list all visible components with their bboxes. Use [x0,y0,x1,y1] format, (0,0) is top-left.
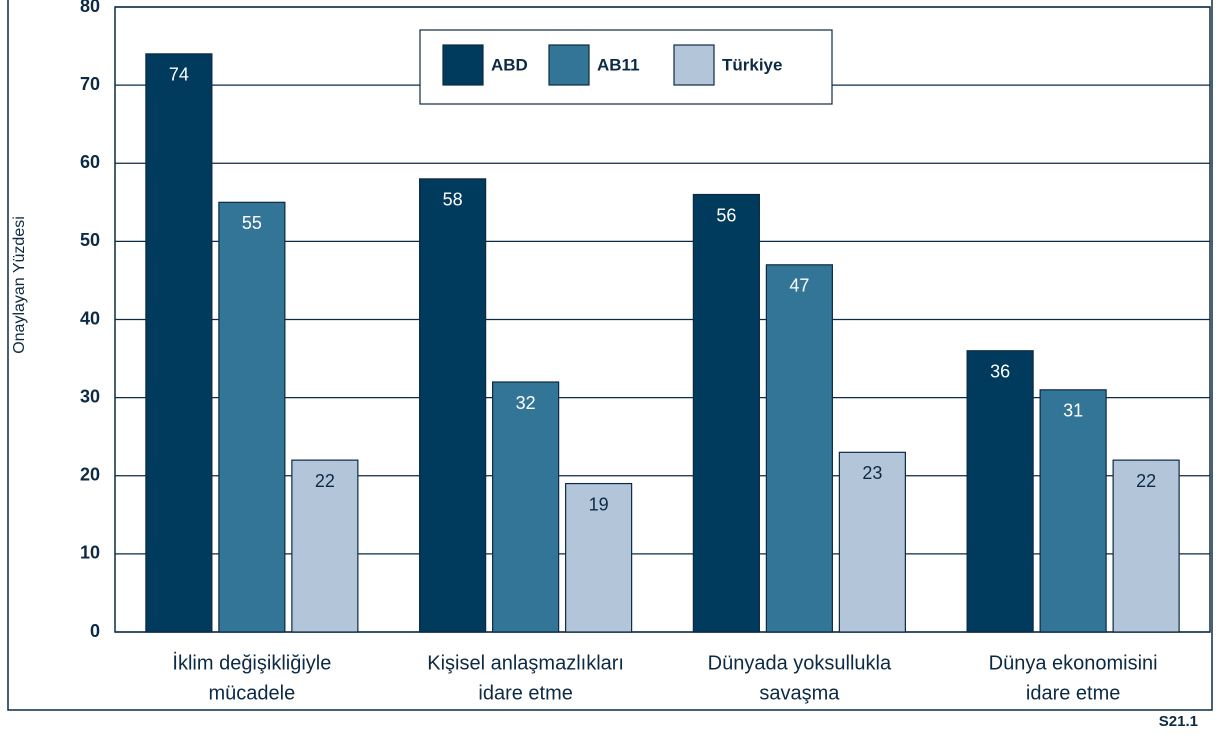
x-tick-label: Dünyada yoksullukla [708,652,892,674]
legend-box [419,29,833,105]
bar [1039,389,1107,633]
bar [1112,459,1180,633]
value-label: 31 [1063,401,1083,421]
x-tick-label: savaşma [759,682,840,704]
y-tick-label: 20 [80,465,100,485]
legend-swatch [442,44,484,86]
y-axis-label: Onaylayan Yüzdesi [11,216,28,354]
bar [291,459,359,633]
x-tick-label: mücadele [209,682,296,704]
bar [492,381,560,633]
value-label: 74 [169,65,189,85]
x-tick-label: Kişisel anlaşmazlıkları [427,652,624,674]
bar [966,350,1034,633]
value-label: 56 [716,205,736,225]
note: S21.1 [1159,713,1198,730]
y-tick-label: 30 [80,386,100,406]
bar [765,264,833,633]
value-label: 22 [315,471,335,491]
bar [145,53,213,633]
legend-label: ABD [491,55,528,74]
bar [692,193,760,633]
x-tick-label: idare etme [1026,682,1121,704]
value-label: 47 [789,276,809,296]
y-tick-label: 0 [90,621,100,641]
x-tick-label: Dünya ekonomisini [989,652,1158,674]
value-label: 23 [862,463,882,483]
y-tick-label: 50 [80,230,100,250]
y-tick-label: 40 [80,308,100,328]
bar [419,178,487,633]
legend-label: AB11 [597,55,640,74]
y-tick-label: 10 [80,543,100,563]
bar [565,482,633,633]
value-label: 58 [443,190,463,210]
y-tick-label: 70 [80,74,100,94]
value-label: 55 [242,213,262,233]
x-tick-label: İklim değişikliğiyle [172,651,331,674]
y-tick-label: 80 [80,0,100,16]
y-tick-label: 60 [80,152,100,172]
frame [7,0,1213,711]
legend-swatch [673,44,715,86]
plot-border [114,6,1211,633]
x-tick-label: idare etme [478,682,573,704]
bar [218,201,286,633]
bar [838,451,906,633]
legend-swatch [548,44,590,86]
legend-label: Türkiye [722,55,782,74]
value-label: 32 [516,393,536,413]
value-label: 36 [990,362,1010,382]
value-label: 22 [1136,471,1156,491]
value-label: 19 [589,494,609,514]
